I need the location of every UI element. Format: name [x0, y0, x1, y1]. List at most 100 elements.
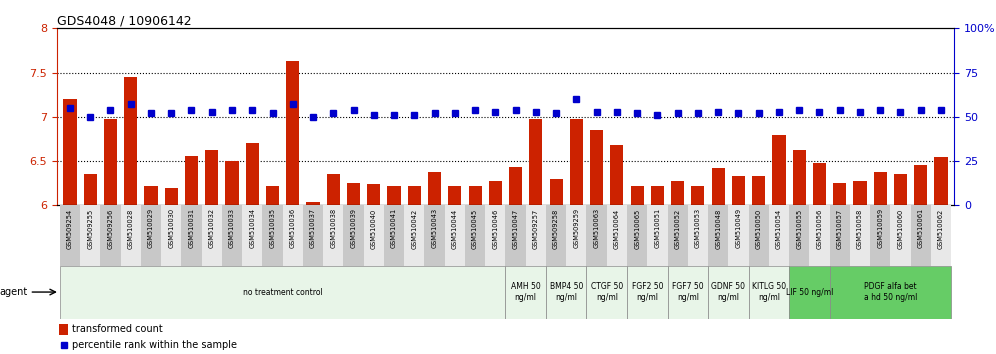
Text: PDGF alfa bet
a hd 50 ng/ml: PDGF alfa bet a hd 50 ng/ml — [864, 282, 917, 302]
Bar — [323, 205, 344, 266]
Bar — [830, 266, 951, 319]
Bar — [505, 205, 526, 266]
Text: GSM510065: GSM510065 — [634, 208, 640, 249]
Bar — [327, 175, 340, 205]
Text: GDS4048 / 10906142: GDS4048 / 10906142 — [57, 14, 191, 27]
Bar — [222, 205, 242, 266]
Text: GSM509258: GSM509258 — [553, 208, 559, 249]
Text: GSM510051: GSM510051 — [654, 208, 660, 249]
Bar — [161, 205, 181, 266]
Bar — [368, 184, 380, 205]
Bar — [489, 181, 502, 205]
Bar — [708, 266, 749, 319]
Bar — [101, 205, 121, 266]
Text: GSM510060: GSM510060 — [897, 208, 903, 249]
Bar — [728, 205, 749, 266]
Bar — [444, 205, 465, 266]
Bar — [185, 156, 198, 205]
Bar — [691, 186, 704, 205]
Bar — [752, 176, 765, 205]
Text: GSM510030: GSM510030 — [168, 208, 174, 249]
Text: GSM510033: GSM510033 — [229, 208, 235, 248]
Text: GSM510045: GSM510045 — [472, 208, 478, 249]
Bar — [671, 181, 684, 205]
Bar — [772, 136, 786, 205]
Bar — [448, 186, 461, 205]
Bar — [383, 205, 404, 266]
Bar — [485, 205, 505, 266]
Text: GSM510028: GSM510028 — [127, 208, 133, 249]
Bar — [749, 266, 789, 319]
Bar — [140, 205, 161, 266]
Text: GSM510054: GSM510054 — [776, 208, 782, 249]
Bar — [60, 205, 80, 266]
Bar — [104, 120, 118, 205]
Bar — [813, 163, 826, 205]
Text: GSM510046: GSM510046 — [492, 208, 498, 249]
Bar — [181, 205, 201, 266]
Text: GDNF 50
ng/ml: GDNF 50 ng/ml — [711, 282, 745, 302]
Bar — [303, 205, 323, 266]
Text: GSM510047: GSM510047 — [513, 208, 519, 249]
Bar — [711, 168, 725, 205]
Text: GSM510042: GSM510042 — [411, 208, 417, 249]
Text: GSM510029: GSM510029 — [148, 208, 154, 249]
Bar — [205, 150, 218, 205]
Bar — [667, 266, 708, 319]
Text: GSM510043: GSM510043 — [431, 208, 437, 249]
Bar — [428, 172, 441, 205]
Bar — [242, 205, 262, 266]
Bar — [407, 186, 421, 205]
Text: FGF7 50
ng/ml: FGF7 50 ng/ml — [672, 282, 703, 302]
Bar — [529, 120, 543, 205]
Text: no treatment control: no treatment control — [243, 287, 323, 297]
Text: GSM510059: GSM510059 — [877, 208, 883, 249]
Bar — [465, 205, 485, 266]
Bar — [124, 77, 137, 205]
Text: GSM509256: GSM509256 — [108, 208, 114, 249]
Bar — [283, 205, 303, 266]
Text: BMP4 50
ng/ml: BMP4 50 ng/ml — [550, 282, 583, 302]
Bar — [570, 120, 583, 205]
Bar — [627, 205, 647, 266]
Bar — [509, 167, 522, 205]
Text: FGF2 50
ng/ml: FGF2 50 ng/ml — [631, 282, 663, 302]
Bar — [60, 266, 505, 319]
Bar — [550, 179, 563, 205]
Text: GSM509259: GSM509259 — [574, 208, 580, 249]
Text: AMH 50
ng/ml: AMH 50 ng/ml — [511, 282, 541, 302]
Text: GSM510038: GSM510038 — [331, 208, 337, 249]
Bar — [121, 205, 140, 266]
Bar — [914, 166, 927, 205]
Bar — [650, 186, 664, 205]
Text: percentile rank within the sample: percentile rank within the sample — [72, 340, 237, 350]
Text: GSM510055: GSM510055 — [796, 208, 802, 249]
Text: GSM510050: GSM510050 — [756, 208, 762, 249]
Text: GSM510061: GSM510061 — [917, 208, 923, 249]
Bar — [344, 205, 364, 266]
Text: transformed count: transformed count — [72, 324, 162, 334]
Text: GSM510049: GSM510049 — [735, 208, 741, 249]
Bar — [769, 205, 789, 266]
Bar — [873, 172, 886, 205]
Bar — [546, 266, 587, 319]
Text: GSM510058: GSM510058 — [857, 208, 863, 249]
Bar — [789, 266, 830, 319]
Text: GSM510053: GSM510053 — [695, 208, 701, 249]
Bar — [286, 61, 300, 205]
Text: GSM510062: GSM510062 — [938, 208, 944, 249]
Bar — [587, 205, 607, 266]
Text: GSM510064: GSM510064 — [614, 208, 620, 249]
Bar — [84, 175, 97, 205]
Bar — [830, 205, 850, 266]
Text: GSM510040: GSM510040 — [371, 208, 376, 249]
Bar — [266, 186, 279, 205]
Bar — [587, 266, 627, 319]
Text: GSM510041: GSM510041 — [391, 208, 397, 249]
Bar — [505, 266, 546, 319]
Bar — [910, 205, 931, 266]
Bar — [793, 150, 806, 205]
Text: LIF 50 ng/ml: LIF 50 ng/ml — [786, 287, 833, 297]
Text: GSM509257: GSM509257 — [533, 208, 539, 249]
Text: GSM510048: GSM510048 — [715, 208, 721, 249]
